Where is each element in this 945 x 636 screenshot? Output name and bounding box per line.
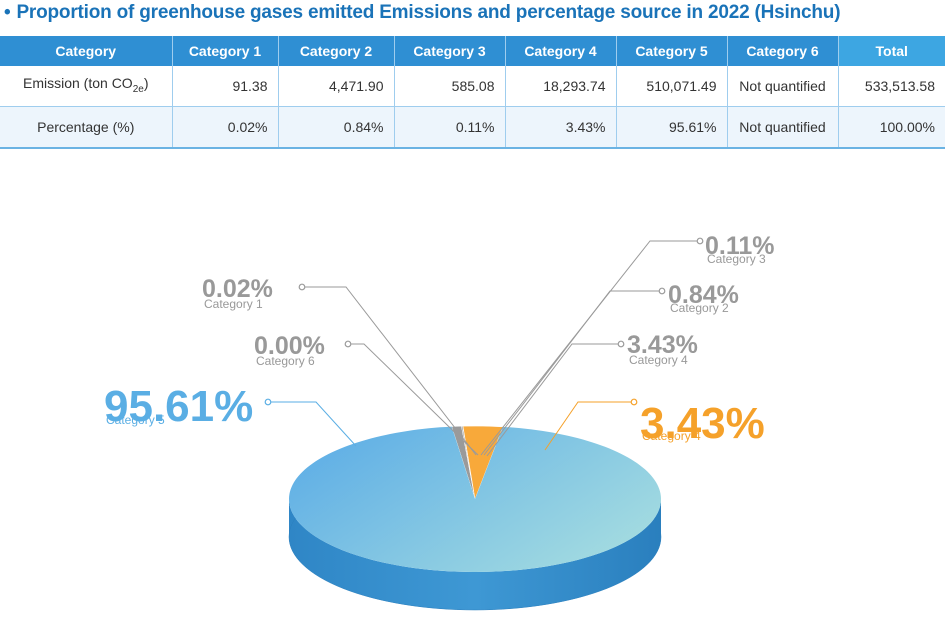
header-category-1: Category 1 (172, 36, 279, 66)
table-cell: Not quantified (727, 106, 839, 149)
pie-label-pct: 0.11% (705, 232, 775, 260)
pie-label-category: Category 4 (629, 353, 688, 367)
pie-label-pct: 0.00% (254, 332, 325, 360)
pie-label-pct: 95.61% (104, 382, 253, 431)
table-cell: 91.38 (172, 66, 279, 107)
header-category-5: Category 5 (616, 36, 728, 66)
table-cell-total: 533,513.58 (838, 66, 945, 107)
title-text: Proportion of greenhouse gases emitted E… (16, 2, 841, 23)
page-title: • Proportion of greenhouse gases emitted … (4, 2, 841, 24)
pie-label-pct: 3.43% (627, 331, 698, 359)
header-category-6: Category 6 (727, 36, 839, 66)
leader-dot (696, 237, 704, 245)
emissions-table: Category Category 1 Category 2 Category … (0, 36, 945, 149)
row-label-emission: Emission (ton CO2e) (0, 66, 173, 107)
header-category-3: Category 3 (394, 36, 506, 66)
leader-dot (617, 340, 625, 348)
row-label-percentage: Percentage (%) (0, 106, 173, 149)
pie-label-category: Category 6 (256, 354, 315, 368)
leader-line (348, 343, 479, 456)
leader-line (544, 401, 634, 451)
table-row-percentage: Percentage (%) 0.02% 0.84% 0.11% 3.43% 9… (0, 106, 945, 149)
header-category-4: Category 4 (505, 36, 617, 66)
leader-line (486, 343, 621, 457)
leader-line (483, 290, 662, 456)
leader-dot (298, 283, 306, 291)
leader-line (480, 240, 700, 456)
pie-label-pct: 0.84% (668, 281, 739, 309)
leader-dot (658, 287, 666, 295)
title-bullet: • (4, 2, 11, 23)
leader-dot (344, 340, 352, 348)
leader-line (302, 286, 477, 456)
pie-side (289, 499, 661, 610)
table-cell: 4,471.90 (278, 66, 395, 107)
pie-slice-category-5 (288, 426, 661, 572)
pie-labels: 0.02%Category 10.00%Category 695.61%Cate… (104, 232, 775, 448)
table-cell: 510,071.49 (616, 66, 728, 107)
table-cell-total: 100.00% (838, 106, 945, 149)
pie-label-pct: 3.43% (640, 399, 765, 448)
pie-label-category: Category 3 (707, 252, 766, 266)
pie-label-category: Category 5 (106, 413, 165, 427)
table-cell: 0.02% (172, 106, 279, 149)
table-cell: 585.08 (394, 66, 506, 107)
table-row-emission: Emission (ton CO2e) 91.38 4,471.90 585.0… (0, 66, 945, 107)
table-cell: 18,293.74 (505, 66, 617, 107)
row-label-emission-sub: 2e (132, 83, 144, 95)
table-cell: 0.11% (394, 106, 506, 149)
row-label-emission-end: ) (143, 74, 149, 91)
header-category-2: Category 2 (278, 36, 395, 66)
pie-label-category: Category 2 (670, 301, 729, 315)
header-category: Category (0, 36, 173, 66)
leader-dot (264, 398, 272, 406)
pie-label-pct: 0.02% (202, 275, 273, 303)
table-header-row: Category Category 1 Category 2 Category … (0, 36, 945, 66)
pie-label-category: Category 4 (642, 429, 701, 443)
table-cell: Not quantified (727, 66, 839, 107)
pie-slices (288, 425, 661, 572)
leader-lines (264, 237, 704, 457)
header-total: Total (838, 36, 945, 66)
table-cell: 0.84% (278, 106, 395, 149)
row-label-emission-main: Emission (ton CO (23, 74, 133, 91)
leader-dot (630, 398, 638, 406)
leader-line (268, 401, 357, 447)
table-cell: 95.61% (616, 106, 728, 149)
pie-label-category: Category 1 (204, 297, 263, 311)
table-cell: 3.43% (505, 106, 617, 149)
